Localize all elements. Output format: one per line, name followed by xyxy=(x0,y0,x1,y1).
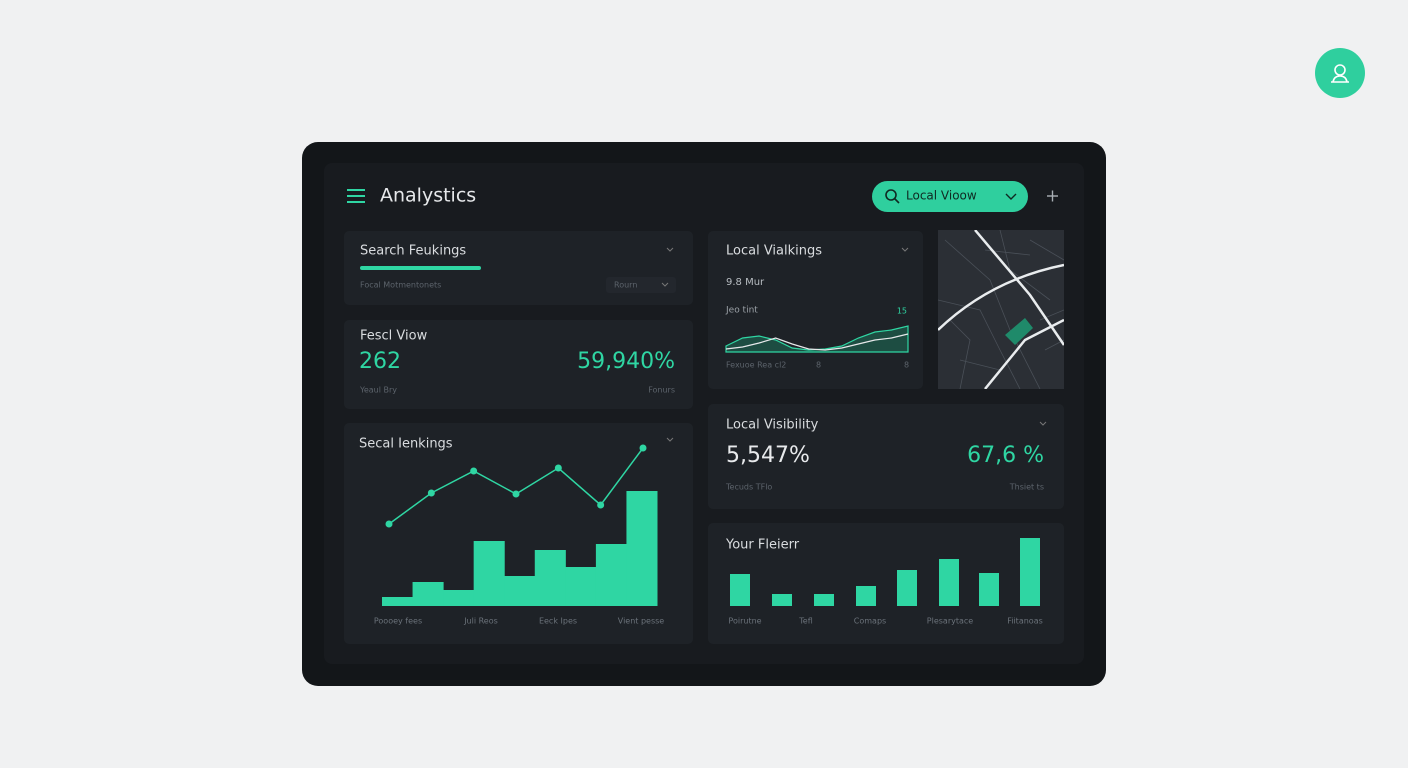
search-icon xyxy=(885,189,897,201)
x-label: Comaps xyxy=(854,617,886,626)
x-label: Tefl xyxy=(798,617,813,626)
caption: Fonurs xyxy=(648,386,675,395)
chevron xyxy=(661,282,669,287)
bar xyxy=(595,544,627,606)
chevron[interactable] xyxy=(666,437,674,442)
card xyxy=(708,523,1064,644)
x-label: Poooey fees xyxy=(374,617,422,626)
badge: 15 xyxy=(897,307,907,316)
search-chevron xyxy=(1005,193,1017,200)
bar xyxy=(504,576,536,606)
line-point xyxy=(470,467,478,475)
add-button[interactable] xyxy=(1047,190,1058,202)
x-label: Poirutne xyxy=(728,617,761,626)
card-title: Secal Ienkings xyxy=(359,437,453,452)
bar xyxy=(772,594,792,606)
card-title: Local Visibility xyxy=(726,418,819,433)
line-point xyxy=(385,520,393,528)
avatar-icon xyxy=(1331,64,1349,83)
metric-value: 67,6 % xyxy=(967,443,1044,468)
caption: Yeaul Bry xyxy=(359,386,397,395)
line-point xyxy=(597,501,605,509)
bar xyxy=(730,574,750,606)
metric-value: 262 xyxy=(359,349,401,374)
area xyxy=(725,325,909,353)
avatar-button[interactable] xyxy=(1315,48,1365,98)
dropdown[interactable] xyxy=(606,277,676,293)
line xyxy=(725,333,909,351)
metric-value: 59,940% xyxy=(577,349,675,374)
x-label: Fiitanoas xyxy=(1007,617,1043,626)
caption: Thsiet ts xyxy=(1009,483,1044,492)
search-pill[interactable] xyxy=(872,181,1028,212)
chevron[interactable] xyxy=(1039,421,1047,426)
sub-label: Jeo tint xyxy=(725,306,758,316)
chevron[interactable] xyxy=(901,247,909,252)
bar xyxy=(939,559,959,606)
search-text: Local Vioow xyxy=(906,189,977,203)
footer-text: 8 xyxy=(816,361,821,370)
card-title: Search Feukings xyxy=(360,244,466,259)
x-label: Juli Reos xyxy=(463,617,498,626)
footer-text: Fexuoe Rea cl2 xyxy=(726,361,786,370)
footer-text: 8 xyxy=(904,361,909,370)
line-point xyxy=(427,489,435,497)
line-point xyxy=(512,490,520,498)
card xyxy=(344,231,693,305)
card-title: Fescl Viow xyxy=(360,329,428,344)
x-label: Eeck Ipes xyxy=(539,617,577,626)
bar xyxy=(814,594,834,606)
bar xyxy=(626,491,658,606)
bar xyxy=(979,573,999,606)
x-label: Plesarytace xyxy=(927,617,974,626)
metric: 9.8 Mur xyxy=(726,277,765,288)
card xyxy=(344,320,693,409)
card-title: Your Fleierr xyxy=(725,538,800,553)
metric-value: 5,547% xyxy=(726,443,810,468)
map[interactable] xyxy=(938,230,1064,389)
card-title: Local Vialkings xyxy=(726,244,822,259)
bar xyxy=(856,586,876,606)
x-label: Vient pesse xyxy=(618,617,665,626)
search-icon-handle xyxy=(894,198,900,204)
bar xyxy=(382,597,414,606)
bar xyxy=(443,590,475,606)
bar xyxy=(565,567,597,606)
chevron[interactable] xyxy=(666,247,674,252)
footer-text: Focal Motmentonets xyxy=(360,281,441,290)
card xyxy=(708,404,1064,509)
progress-bar xyxy=(360,266,481,270)
caption: Tecuds TFlo xyxy=(725,483,772,492)
line-point xyxy=(554,464,562,472)
menu-icon[interactable] xyxy=(347,189,365,203)
bar xyxy=(412,582,444,606)
bar xyxy=(897,570,917,606)
app-title: Analystics xyxy=(380,185,476,207)
bar xyxy=(473,541,505,606)
dropdown-text: Rourn xyxy=(614,281,637,290)
bar xyxy=(534,550,566,606)
bar xyxy=(1020,538,1040,606)
line-point xyxy=(639,444,647,452)
